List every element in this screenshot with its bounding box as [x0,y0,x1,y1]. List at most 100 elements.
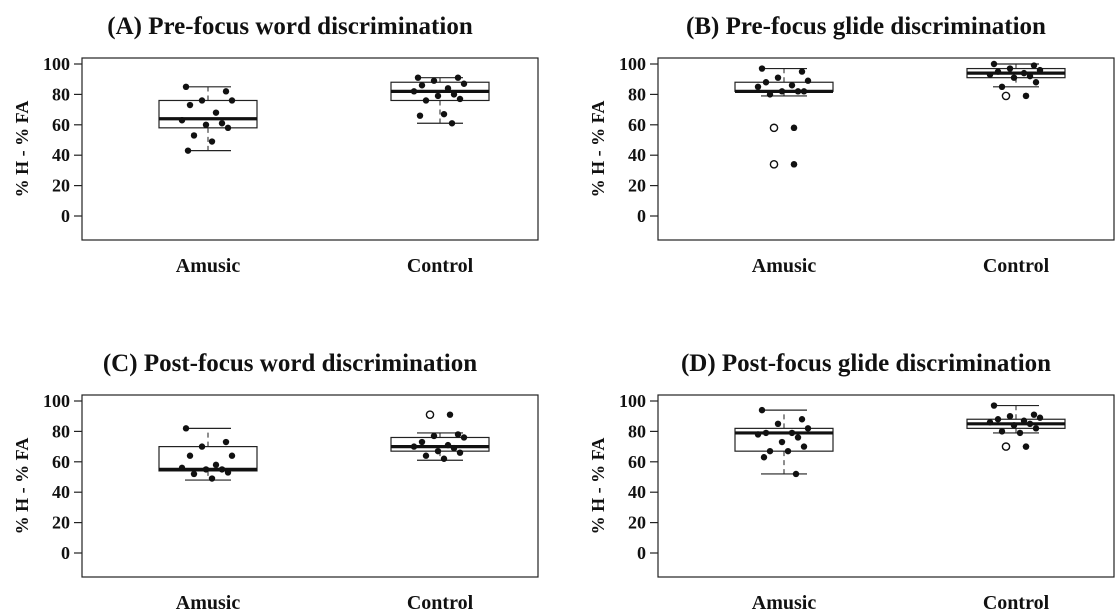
data-point [219,466,225,472]
data-point [191,471,197,477]
data-point [767,448,773,454]
y-tick-label: 0 [637,543,646,563]
y-tick-label: 100 [43,54,70,74]
data-point [223,439,229,445]
data-point [763,430,769,436]
data-point [457,96,463,102]
y-tick-label: 60 [52,115,70,135]
data-point [805,425,811,431]
data-point [203,466,209,472]
data-point [457,449,463,455]
x-category-label: Control [407,592,474,610]
data-point [1033,79,1039,85]
box-amusic [735,407,833,477]
panel-title: (D) Post-focus glide discrimination [681,350,1051,377]
data-point [223,88,229,94]
data-point [423,453,429,459]
data-point [451,91,457,97]
data-point [795,434,801,440]
data-point [225,125,231,131]
y-tick-label: 80 [52,84,70,104]
data-point [179,117,185,123]
y-tick-label: 40 [628,145,646,165]
data-point [203,122,209,128]
y-axis-label: % H - % FA [12,101,32,198]
data-point [187,102,193,108]
data-point [999,84,1005,90]
data-point [767,91,773,97]
x-category-label: Amusic [176,255,241,277]
y-tick-label: 80 [52,421,70,441]
data-point [775,421,781,427]
panel-b: (B) Pre-focus glide discrimination 0 20 40 6… [588,13,1114,277]
data-point [801,443,807,449]
data-point [1011,422,1017,428]
data-point [419,439,425,445]
data-point [1033,425,1039,431]
y-tick-label: 60 [52,452,70,472]
data-point [805,78,811,84]
x-category-label: Amusic [752,255,817,277]
data-point [991,402,997,408]
data-point [455,74,461,80]
box-control [391,74,489,126]
data-point [213,109,219,115]
x-category-label: Control [407,255,474,277]
plot-frame [658,58,1114,240]
data-point [179,465,185,471]
box-amusic [159,84,257,154]
box-control [391,411,489,462]
data-point [1037,67,1043,73]
data-point [1023,93,1029,99]
y-tick-label: 0 [61,206,70,226]
data-point [447,411,453,417]
data-point [191,132,197,138]
data-point [799,68,805,74]
box-amusic [159,425,257,482]
data-point [1027,73,1033,79]
data-point [1023,443,1029,449]
x-category-label: Amusic [176,592,241,610]
data-point [441,456,447,462]
y-axis-label: % H - % FA [588,101,608,198]
data-point [801,88,807,94]
panel-a: (A) Pre-focus word discrimination 0 20 40 60… [12,13,538,277]
y-tick-label: 20 [52,513,70,533]
data-point [991,61,997,67]
outlier-point [1002,443,1009,450]
data-point [435,448,441,454]
data-point [419,82,425,88]
y-tick-label: 20 [52,176,70,196]
data-point [423,97,429,103]
data-point [1017,430,1023,436]
panel-title: (A) Pre-focus word discrimination [107,13,473,40]
outlier-point [1002,92,1009,99]
data-point [415,74,421,80]
data-point [445,85,451,91]
y-tick-label: 40 [52,482,70,502]
y-tick-label: 0 [637,206,646,226]
data-point [759,65,765,71]
data-point [1007,413,1013,419]
data-point [795,88,801,94]
data-point [183,425,189,431]
data-point [461,81,467,87]
data-point [1021,70,1027,76]
data-point [417,112,423,118]
data-point [789,82,795,88]
panel-title: (B) Pre-focus glide discrimination [686,13,1046,40]
data-point [785,448,791,454]
data-point [1027,421,1033,427]
data-point [445,442,451,448]
data-point [455,431,461,437]
outlier-point [426,411,433,418]
data-point [987,419,993,425]
y-axis-label: % H - % FA [12,438,32,535]
data-point [1011,74,1017,80]
data-point [411,88,417,94]
data-point [779,439,785,445]
data-point [441,111,447,117]
data-point [213,462,219,468]
data-point [791,125,797,131]
